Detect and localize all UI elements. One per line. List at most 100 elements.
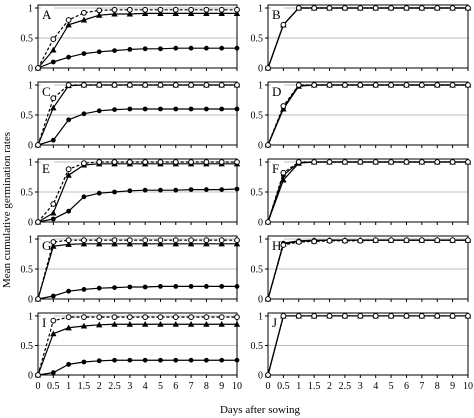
data-point-open-circle: [357, 313, 364, 319]
plot-frame: [37, 312, 238, 376]
data-point-open-circle: [418, 159, 425, 165]
data-point-triangle: [126, 321, 134, 327]
series-line-open-circle: [37, 9, 237, 69]
data-point-filled-circle: [112, 107, 117, 112]
data-point-triangle: [141, 240, 149, 247]
data-point-filled-circle: [158, 46, 163, 52]
data-point-open-circle: [357, 5, 364, 11]
data-point-open-circle: [96, 237, 103, 244]
x-tick-label: 3: [127, 381, 132, 392]
x-tick-label: 10: [232, 381, 242, 392]
data-point-open-circle: [418, 82, 425, 88]
data-point-open-circle: [342, 237, 348, 244]
data-point-open-circle: [50, 36, 57, 43]
data-point-open-circle: [234, 6, 240, 13]
data-point-filled-circle: [66, 361, 72, 367]
data-point-open-circle: [81, 82, 87, 88]
data-point-filled-circle: [50, 59, 56, 65]
data-point-filled-circle: [81, 111, 87, 117]
data-point-triangle: [80, 240, 88, 247]
data-point-filled-circle: [158, 284, 163, 289]
data-point-open-circle: [311, 313, 318, 319]
data-point-filled-circle: [112, 357, 117, 363]
data-point-filled-circle: [203, 187, 209, 193]
y-tick-label: 1: [28, 158, 33, 169]
data-point-open-circle: [295, 5, 302, 11]
data-point-open-circle: [96, 7, 103, 14]
data-point-open-circle: [96, 82, 103, 88]
y-tick-label: 0: [28, 141, 33, 152]
data-point-open-circle: [172, 82, 179, 88]
data-point-triangle: [233, 321, 241, 327]
y-tick-label: 0.5: [251, 188, 264, 199]
data-point-filled-circle: [188, 187, 194, 193]
data-point-filled-circle: [127, 47, 133, 52]
data-point-open-circle: [218, 159, 225, 165]
x-tick-label: 6: [173, 381, 178, 392]
data-point-open-circle: [434, 5, 441, 11]
panel-H: 0 0.5 1 H: [251, 235, 472, 306]
data-point-open-circle: [157, 159, 164, 165]
panel-letter-bg: [41, 84, 54, 99]
data-point-open-circle: [188, 237, 194, 244]
data-point-open-circle: [65, 17, 72, 23]
y-tick-label: 0: [28, 371, 33, 382]
data-point-open-circle: [342, 5, 348, 11]
panel-A: 0 0.5 1 A: [21, 4, 241, 75]
data-point-triangle: [280, 176, 287, 183]
data-point-open-circle: [142, 237, 149, 244]
data-point-open-circle: [465, 237, 471, 244]
data-point-filled-circle: [188, 357, 194, 363]
data-point-open-circle: [111, 159, 118, 165]
y-tick-label: 0.5: [21, 34, 34, 45]
data-point-open-circle: [403, 237, 410, 244]
plot-frame: [37, 4, 238, 69]
x-tick-label: 4: [143, 381, 148, 392]
data-point-filled-circle: [50, 293, 56, 299]
data-point-filled-circle: [173, 187, 179, 193]
x-tick-label: 7: [189, 381, 194, 392]
y-tick-label: 0: [28, 295, 33, 306]
y-tick-label: 1: [258, 4, 263, 15]
data-point-open-circle: [280, 21, 287, 28]
x-tick-label: 1: [296, 381, 301, 392]
data-point-filled-circle: [96, 190, 102, 196]
data-point-open-circle: [50, 317, 57, 324]
panel-letter-bg: [271, 7, 284, 22]
series-line-filled-circle: [37, 47, 237, 69]
data-point-open-circle: [311, 5, 318, 11]
series-line-open-circle: [37, 161, 237, 223]
y-tick-label: 0: [258, 295, 263, 306]
x-tick-label: 0.5: [277, 381, 290, 392]
data-point-open-circle: [50, 239, 57, 245]
panel-letter-bg: [41, 7, 54, 22]
data-point-filled-circle: [112, 189, 117, 195]
y-tick-label: 0.5: [251, 111, 264, 122]
data-point-open-circle: [388, 159, 394, 165]
data-point-open-circle: [142, 159, 149, 165]
y-tick-label: 1: [258, 81, 263, 92]
data-point-open-circle: [449, 159, 456, 165]
data-point-open-circle: [388, 82, 394, 88]
data-point-triangle: [203, 321, 210, 327]
data-point-triangle: [218, 10, 225, 16]
data-point-triangle: [111, 321, 118, 327]
data-point-triangle: [50, 243, 57, 249]
data-point-open-circle: [65, 237, 72, 244]
data-point-open-circle: [142, 82, 149, 88]
data-point-triangle: [203, 10, 210, 16]
panel-letter-bg: [271, 238, 284, 253]
data-point-open-circle: [265, 372, 271, 378]
panel-letter: I: [42, 315, 46, 330]
data-point-filled-circle: [96, 358, 102, 364]
y-tick-label: 0: [28, 64, 33, 75]
data-point-open-circle: [172, 237, 179, 244]
data-point-open-circle: [280, 103, 287, 109]
data-point-open-circle: [418, 313, 425, 319]
data-point-open-circle: [311, 82, 318, 88]
data-point-open-circle: [157, 6, 164, 13]
data-point-open-circle: [342, 82, 348, 88]
data-point-filled-circle: [188, 106, 194, 112]
data-point-open-circle: [111, 6, 118, 13]
